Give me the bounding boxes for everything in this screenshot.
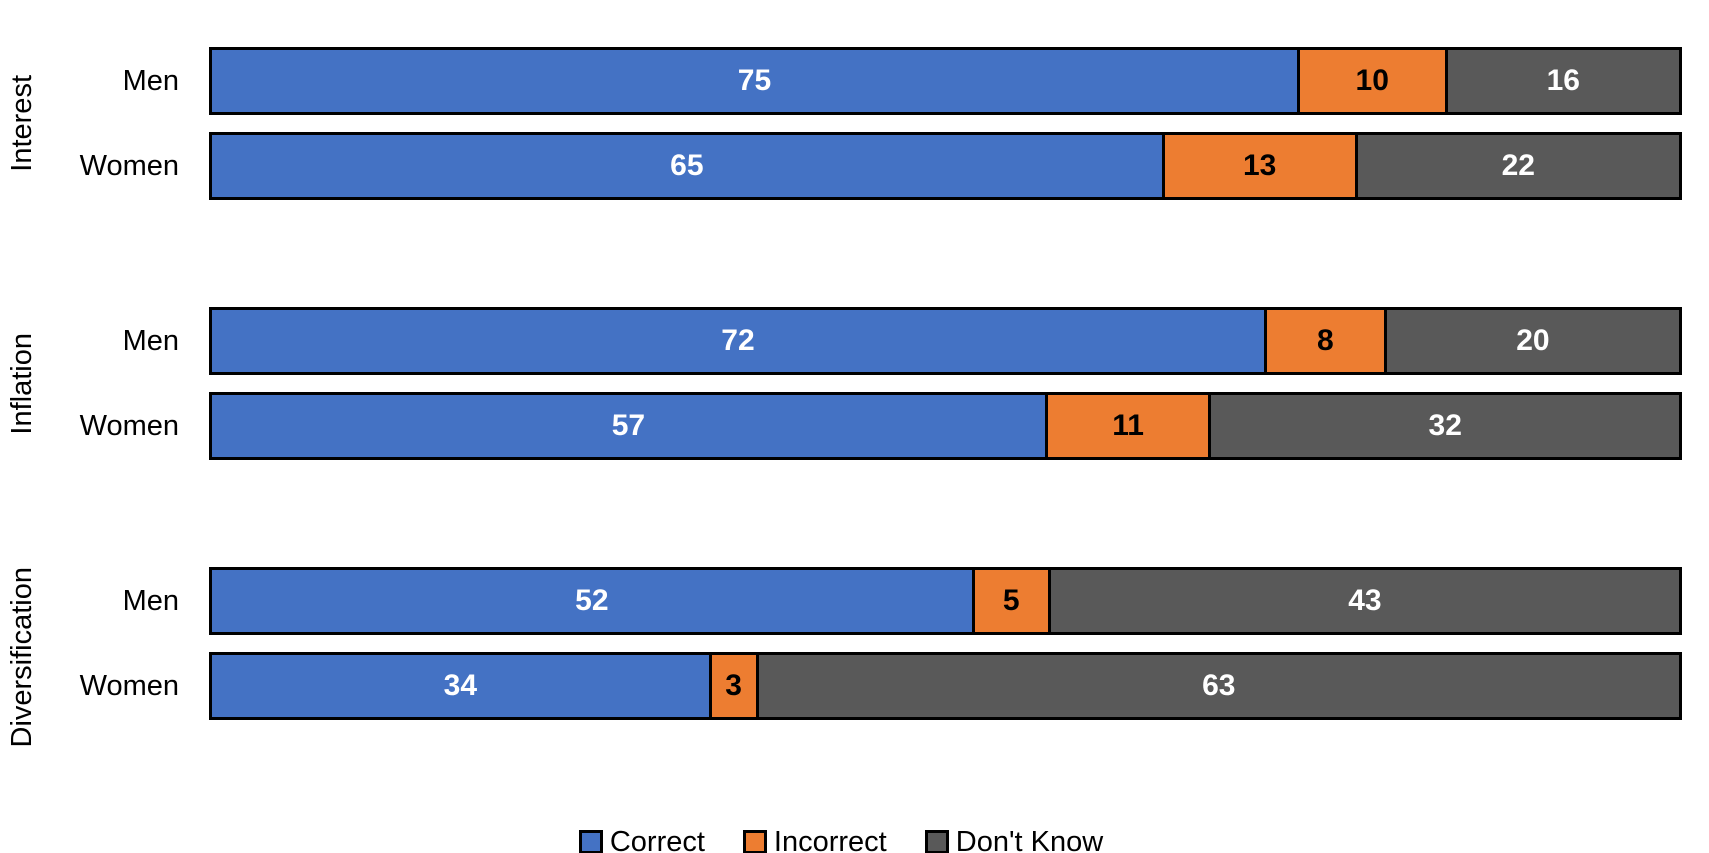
bar-row: Men 75 10 16 <box>45 47 1682 115</box>
category-label: Men <box>122 64 179 97</box>
group-rows: Men 72 8 20 Women 57 11 32 <box>45 307 1682 460</box>
bar-row: Women 57 11 32 <box>45 392 1682 460</box>
chart-groups: Interest Men 75 10 16 Women 65 13 22 Inflati… <box>0 47 1682 748</box>
data-label: 75 <box>737 64 772 97</box>
legend-label: Incorrect <box>773 825 887 853</box>
group-rows: Men 52 5 43 Women 34 3 63 <box>45 567 1682 748</box>
bar-segment-correct: 75 <box>212 50 1297 112</box>
group-axis-label: Diversification <box>6 567 38 748</box>
bar-segment-don-t-know: 63 <box>755 655 1679 717</box>
bar-segment-correct: 52 <box>212 570 972 632</box>
bar-segment-correct: 57 <box>212 395 1045 457</box>
bar-segment-don-t-know: 20 <box>1383 310 1679 372</box>
stacked-bar: 57 11 32 <box>209 392 1682 460</box>
data-label: 34 <box>443 669 478 702</box>
group-label-column: Interest <box>0 47 45 200</box>
bar-segment-incorrect: 10 <box>1296 50 1445 112</box>
data-label: 43 <box>1348 584 1382 617</box>
group-label-column: Diversification <box>0 567 45 748</box>
group-rows: Men 75 10 16 Women 65 13 22 <box>45 47 1682 200</box>
category-label: Men <box>122 584 179 617</box>
data-label: 11 <box>1112 409 1144 442</box>
data-label: 10 <box>1355 64 1389 97</box>
chart-group-inflation: Inflation Men 72 8 20 Women 57 11 32 <box>0 307 1682 460</box>
category-label: Men <box>122 324 179 357</box>
legend-marker-icon <box>924 830 949 853</box>
stacked-bar: 75 10 16 <box>209 47 1682 115</box>
data-label: 63 <box>1202 669 1236 702</box>
data-label: 57 <box>611 409 646 442</box>
bar-row: Women 34 3 63 <box>45 652 1682 720</box>
chart-group-diversification: Diversification Men 52 5 43 Women 34 3 63 <box>0 567 1682 748</box>
legend-label: Correct <box>609 825 705 853</box>
legend-item-don-t-know: Don't Know <box>924 825 1104 853</box>
category-label: Women <box>79 669 179 702</box>
category-label: Women <box>79 149 179 182</box>
legend-marker-icon <box>578 830 603 853</box>
group-label-column: Inflation <box>0 307 45 460</box>
stacked-bar: 52 5 43 <box>209 567 1682 635</box>
bar-segment-incorrect: 13 <box>1161 135 1355 197</box>
bar-segment-incorrect: 8 <box>1263 310 1384 372</box>
data-label: 22 <box>1501 149 1535 182</box>
data-label: 8 <box>1317 324 1334 357</box>
bar-row: Men 52 5 43 <box>45 567 1682 635</box>
bar-segment-don-t-know: 16 <box>1444 50 1680 112</box>
legend-marker-icon <box>742 830 767 853</box>
data-label: 16 <box>1546 64 1580 97</box>
data-label: 72 <box>721 324 755 357</box>
bar-segment-don-t-know: 43 <box>1047 570 1679 632</box>
bar-segment-incorrect: 11 <box>1044 395 1209 457</box>
category-label: Women <box>79 409 179 442</box>
data-label: 52 <box>575 584 609 617</box>
group-axis-label: Interest <box>6 75 38 172</box>
stacked-bar: 72 8 20 <box>209 307 1682 375</box>
bar-segment-correct: 65 <box>212 135 1162 197</box>
chart-group-interest: Interest Men 75 10 16 Women 65 13 22 <box>0 47 1682 200</box>
bar-segment-don-t-know: 22 <box>1354 135 1680 197</box>
data-label: 5 <box>1002 584 1020 617</box>
stacked-bar: 65 13 22 <box>209 132 1682 200</box>
legend: Correct Incorrect Don't Know <box>0 826 1682 853</box>
data-label: 13 <box>1242 149 1277 182</box>
stacked-bar: 34 3 63 <box>209 652 1682 720</box>
bar-row: Men 72 8 20 <box>45 307 1682 375</box>
legend-label: Don't Know <box>955 825 1104 853</box>
legend-item-incorrect: Incorrect <box>742 825 887 853</box>
data-label: 65 <box>670 149 704 182</box>
bar-segment-correct: 34 <box>212 655 709 717</box>
bar-segment-correct: 72 <box>212 310 1264 372</box>
bar-segment-incorrect: 5 <box>971 570 1048 632</box>
data-label: 3 <box>725 669 742 702</box>
group-axis-label: Inflation <box>6 332 38 435</box>
bar-segment-incorrect: 3 <box>708 655 756 717</box>
data-label: 32 <box>1428 409 1462 442</box>
bar-row: Women 65 13 22 <box>45 132 1682 200</box>
bar-segment-don-t-know: 32 <box>1208 395 1679 457</box>
legend-item-correct: Correct <box>578 825 705 853</box>
data-label: 20 <box>1516 324 1550 357</box>
